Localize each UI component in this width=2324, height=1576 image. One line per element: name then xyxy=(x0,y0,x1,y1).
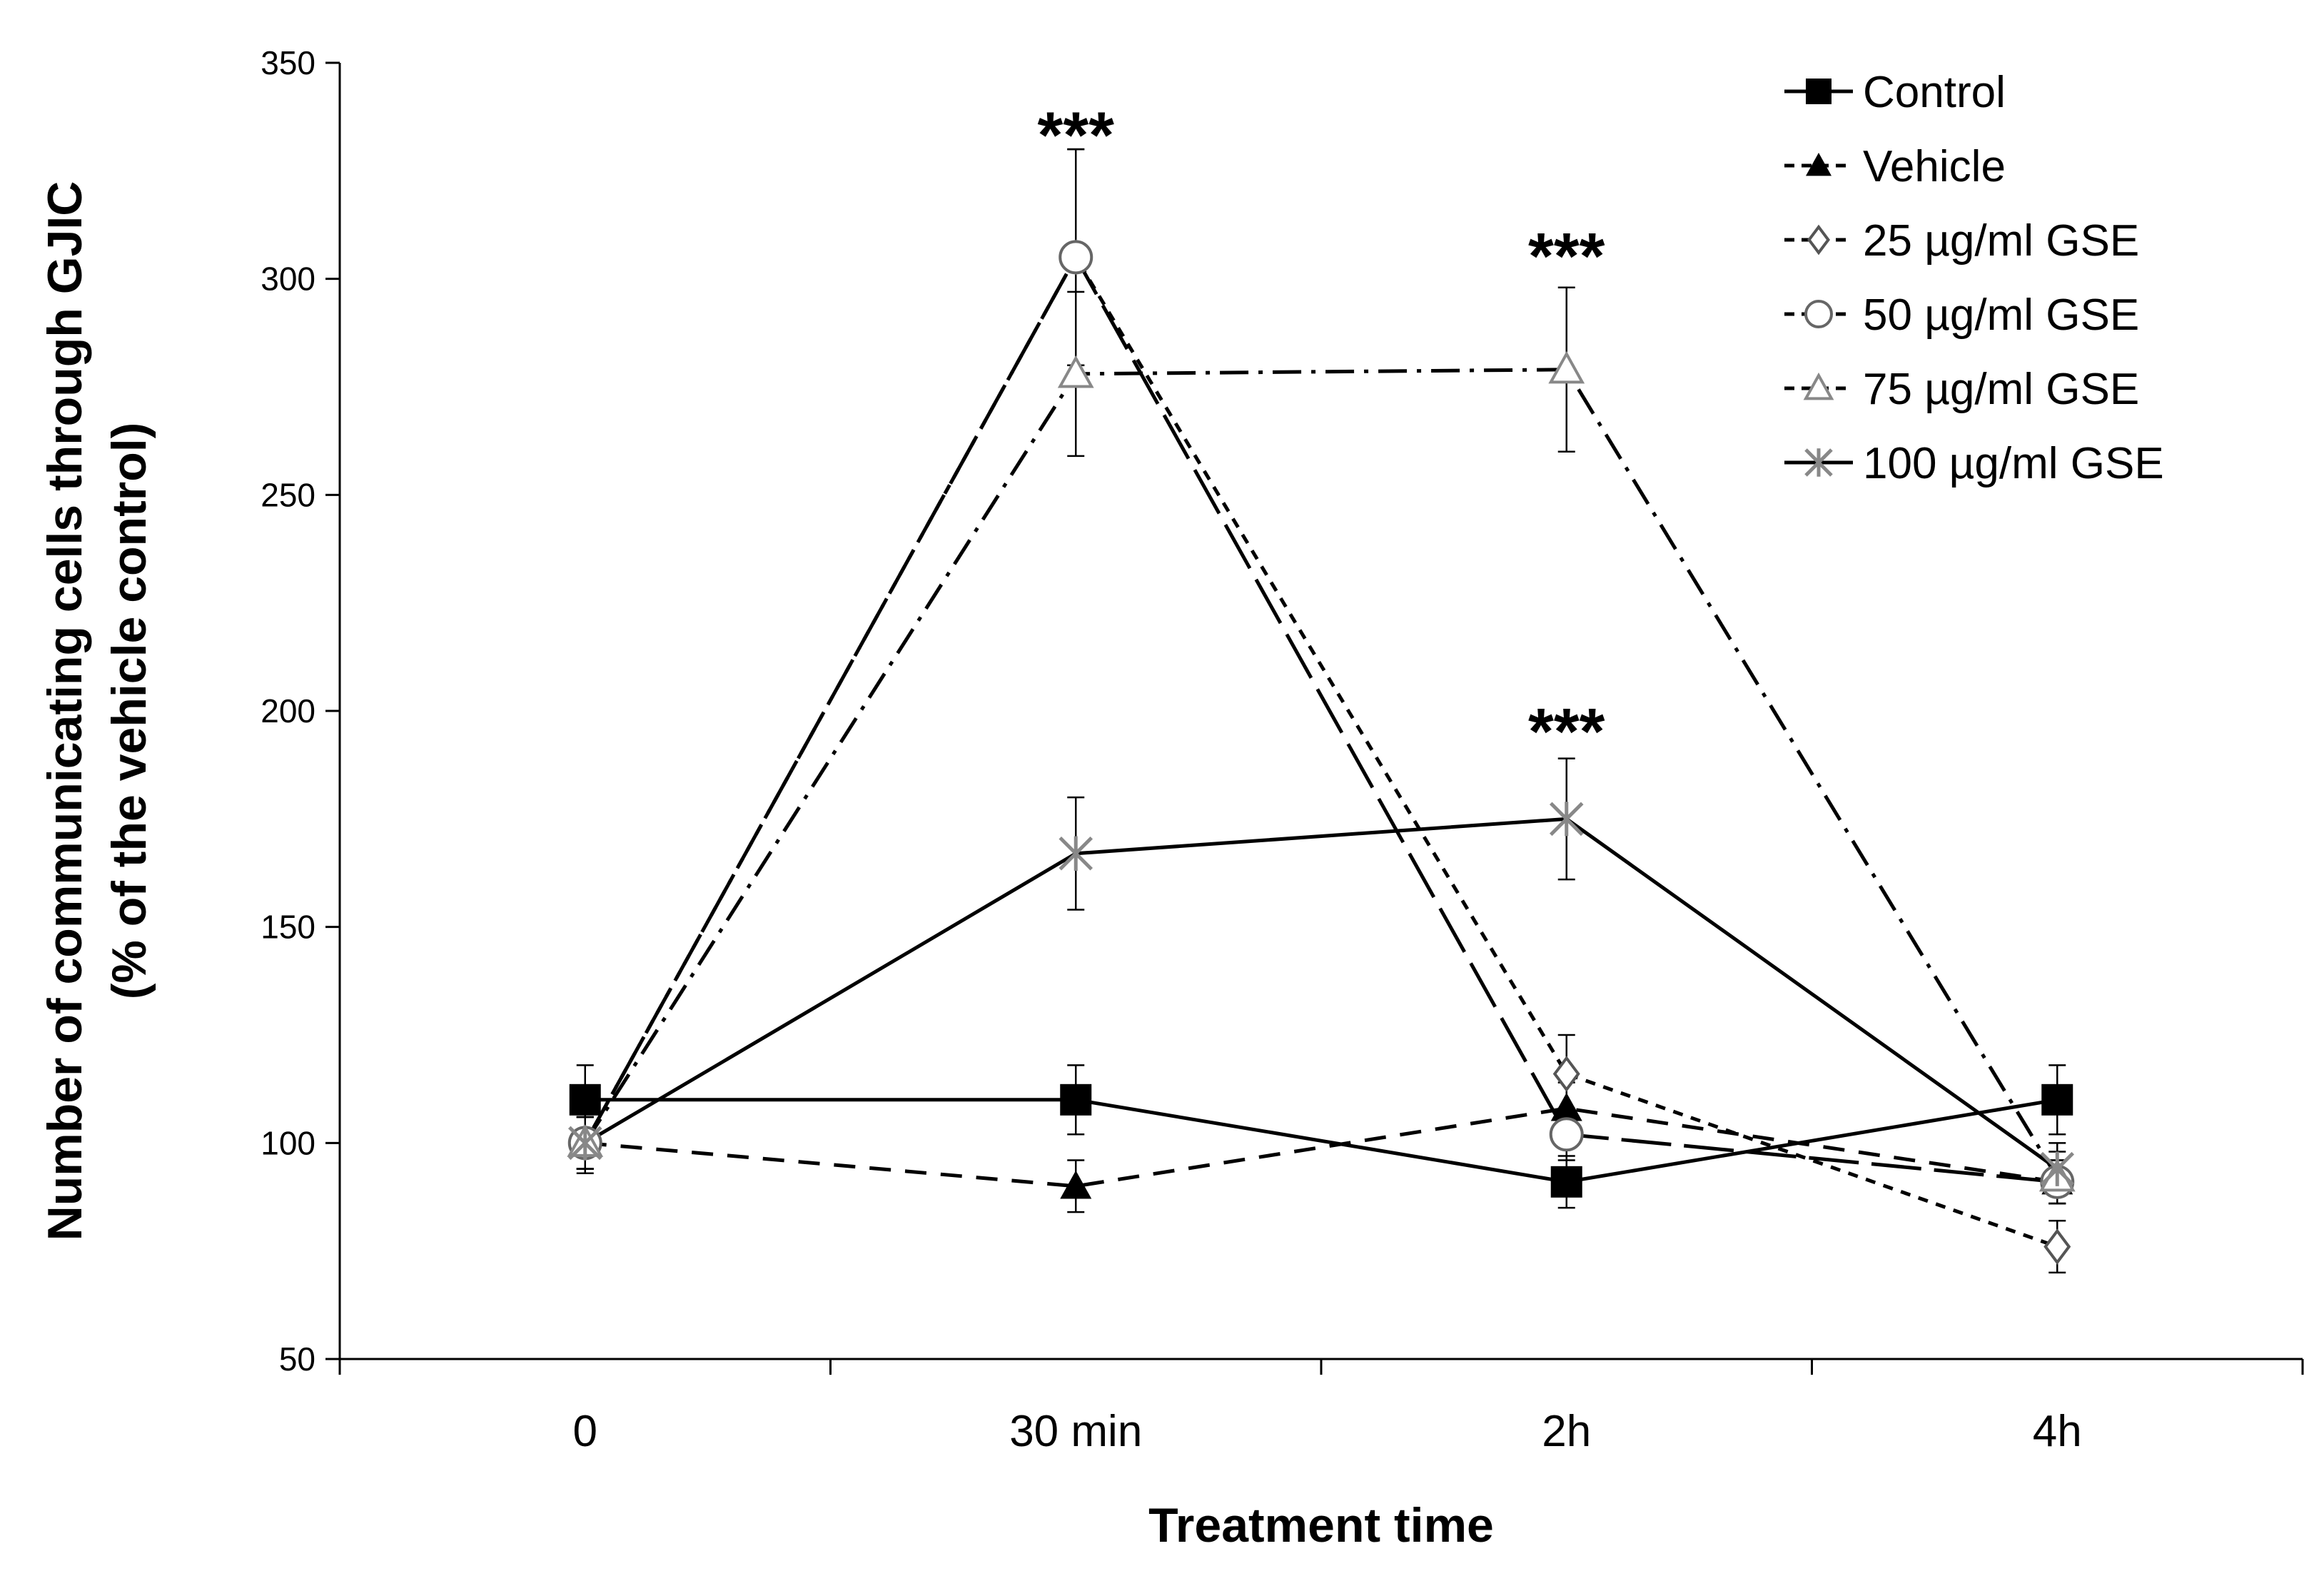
data-point-marker xyxy=(1550,1092,1582,1121)
error-bars xyxy=(576,148,2066,1274)
markers xyxy=(567,239,2076,1265)
legend-item: 50 µg/ml GSE xyxy=(1784,291,2139,340)
y-axis-title-line1: Number of communicating cells through GJ… xyxy=(38,181,92,1241)
y-tick-label: 350 xyxy=(261,44,315,81)
data-point-marker xyxy=(2043,1228,2071,1265)
x-tick-label: 0 xyxy=(573,1407,597,1456)
data-point-marker xyxy=(1552,1056,1580,1092)
legend-label: 25 µg/ml GSE xyxy=(1863,216,2139,266)
legend: Control Vehicle 25 µg/ml GSE 50 µg/ml GSE 75… xyxy=(1784,68,2164,488)
series-line-4 xyxy=(583,368,2059,1179)
y-tick-label: 150 xyxy=(261,909,315,946)
legend-marker-swatch xyxy=(1806,79,1832,104)
legend-label: Control xyxy=(1863,68,2006,117)
series-line-3 xyxy=(583,255,2058,1184)
x-ticks: 0 30 min 2h 4h xyxy=(338,1359,2304,1456)
legend-item: Control xyxy=(1784,68,2006,117)
data-point-marker xyxy=(1059,836,1093,871)
series-line-1 xyxy=(585,1106,2058,1188)
x-tick-label: 4h xyxy=(2033,1407,2082,1456)
data-point-marker xyxy=(1550,1166,1582,1198)
data-point-marker xyxy=(1548,350,1585,384)
legend-item: 75 µg/ml GSE xyxy=(1784,365,2139,414)
y-tick-label: 300 xyxy=(261,261,315,298)
series-lines xyxy=(583,255,2059,1248)
data-point-marker xyxy=(1059,240,1093,275)
y-tick-label: 50 xyxy=(279,1340,315,1378)
significance-annotation: *** xyxy=(1528,220,1605,293)
legend-label: Vehicle xyxy=(1863,142,2006,191)
x-tick-label: 2h xyxy=(1542,1407,1591,1456)
significance-annotation: *** xyxy=(1528,695,1605,768)
data-point-marker xyxy=(2041,1084,2073,1116)
data-point-marker xyxy=(2040,1151,2075,1186)
y-tick-label: 100 xyxy=(261,1124,315,1161)
data-point-marker xyxy=(1060,1170,1092,1199)
y-tick-label: 250 xyxy=(261,476,315,513)
legend-item: 25 µg/ml GSE xyxy=(1784,216,2139,266)
data-point-marker xyxy=(1549,1117,1584,1152)
legend-label: 50 µg/ml GSE xyxy=(1863,291,2139,340)
legend-label: 100 µg/ml GSE xyxy=(1863,439,2164,488)
legend-marker-swatch xyxy=(1806,153,1832,176)
y-tick-label: 200 xyxy=(261,692,315,729)
legend-marker-swatch xyxy=(1804,300,1833,328)
significance-annotation: *** xyxy=(1038,99,1115,172)
legend-label: 75 µg/ml GSE xyxy=(1863,365,2139,414)
y-axis-title-line2: (% of the vehicle control) xyxy=(102,423,156,1000)
series-line-5 xyxy=(584,817,2058,1171)
legend-marker-swatch xyxy=(1807,224,1830,256)
legend-marker-swatch xyxy=(1803,372,1834,400)
data-point-marker xyxy=(1060,1084,1092,1116)
legend-item: Vehicle xyxy=(1784,142,2006,191)
data-point-marker xyxy=(1057,355,1094,388)
data-point-marker xyxy=(569,1084,601,1116)
x-axis-title: Treatment time xyxy=(1148,1498,1494,1552)
data-point-marker xyxy=(1549,802,1584,837)
x-tick-label: 30 min xyxy=(1009,1407,1142,1456)
legend-item: 100 µg/ml GSE xyxy=(1784,439,2164,488)
y-ticks: 50 100 150 200 250 300 350 xyxy=(261,44,340,1378)
annotations: *** *** *** xyxy=(1038,99,1605,768)
data-point-marker xyxy=(567,1126,602,1161)
legend-marker-swatch xyxy=(1804,448,1833,477)
series-line-0 xyxy=(585,1098,2058,1184)
